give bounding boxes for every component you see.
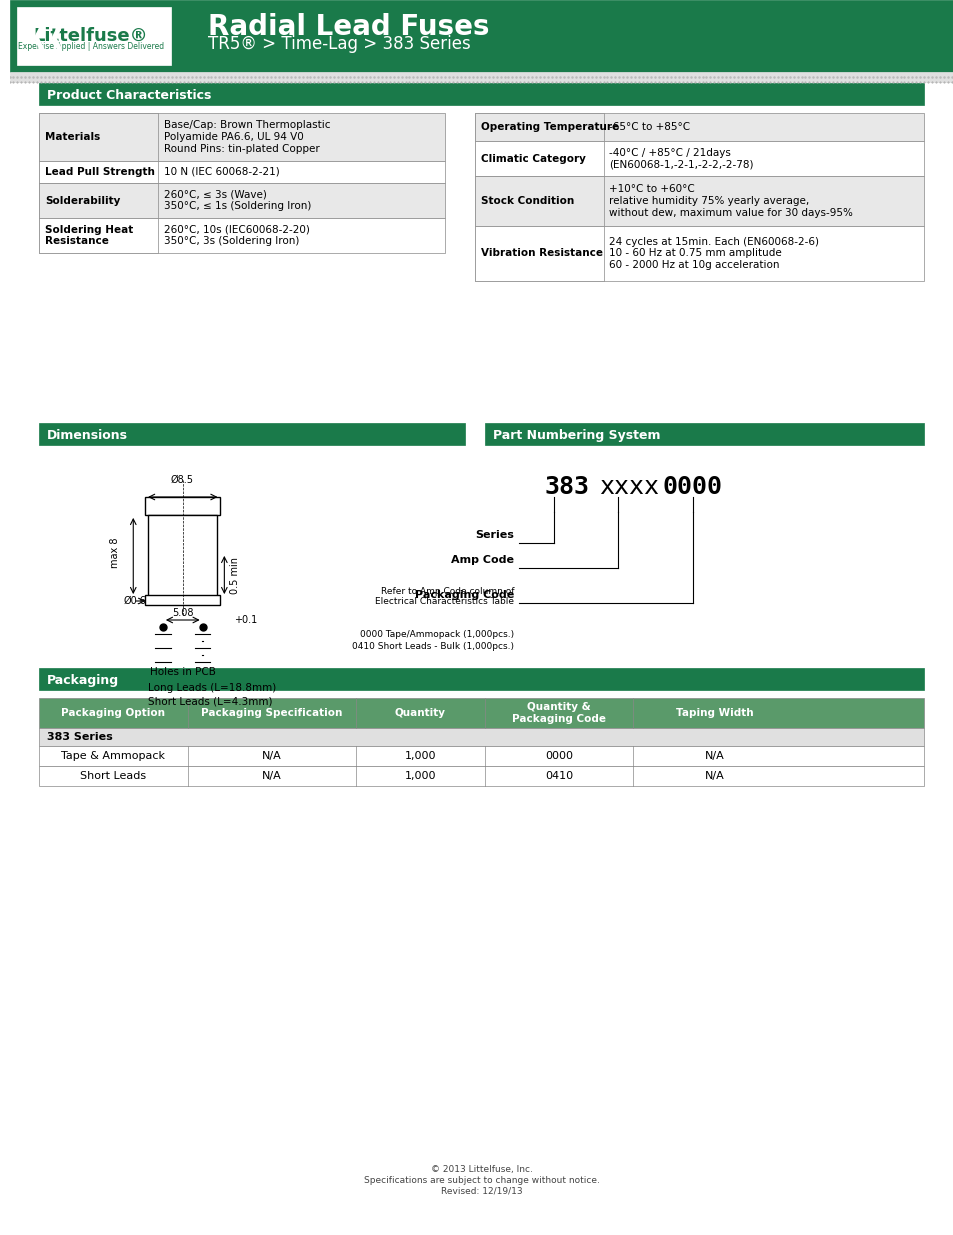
Text: -65°C to +85°C: -65°C to +85°C: [609, 122, 690, 132]
Text: Vibration Resistance: Vibration Resistance: [480, 248, 602, 258]
Text: Base/Cap: Brown Thermoplastic
Polyamide PA6.6, UL 94 V0
Round Pins: tin-plated C: Base/Cap: Brown Thermoplastic Polyamide …: [164, 120, 330, 153]
Text: Short Leads (L=4.3mm): Short Leads (L=4.3mm): [148, 697, 273, 706]
Text: Radial Lead Fuses: Radial Lead Fuses: [208, 14, 489, 41]
Text: 1,000: 1,000: [404, 771, 436, 781]
Text: +0.1: +0.1: [234, 615, 257, 625]
Text: Solderability: Solderability: [45, 195, 120, 205]
Text: 0000: 0000: [662, 475, 722, 499]
Text: 1,000: 1,000: [404, 751, 436, 761]
Text: TR5® > Time-Lag > 383 Series: TR5® > Time-Lag > 383 Series: [208, 35, 470, 53]
Text: Ø8.5: Ø8.5: [171, 475, 193, 485]
Text: Dimensions: Dimensions: [47, 429, 128, 442]
Text: 10 N (IEC 60068-2-21): 10 N (IEC 60068-2-21): [164, 167, 279, 177]
Bar: [39, 424, 464, 445]
Text: 0410: 0410: [544, 771, 573, 781]
Bar: [39, 766, 923, 785]
Bar: [10, 72, 953, 82]
Text: 0000: 0000: [544, 751, 573, 761]
Text: Amp Code: Amp Code: [451, 555, 514, 564]
Text: 260°C, 10s (IEC60068-2-20)
350°C, 3s (Soldering Iron): 260°C, 10s (IEC60068-2-20) 350°C, 3s (So…: [164, 225, 310, 246]
Bar: [484, 424, 923, 445]
Text: max 8: max 8: [111, 537, 120, 568]
Text: N/A: N/A: [704, 751, 723, 761]
Text: 5.08: 5.08: [172, 608, 193, 618]
Bar: [39, 219, 158, 253]
Text: Electrical Characteristics Table: Electrical Characteristics Table: [375, 597, 514, 606]
Bar: [148, 515, 217, 597]
Bar: [39, 183, 158, 219]
Text: ❰❰: ❰❰: [30, 27, 67, 49]
Text: Climatic Category: Climatic Category: [480, 153, 585, 163]
Text: xxxx: xxxx: [598, 475, 658, 499]
Bar: [39, 112, 445, 161]
Text: Refer to Amp Code column of: Refer to Amp Code column of: [380, 587, 514, 597]
Bar: [475, 112, 603, 141]
Text: Packaging Specification: Packaging Specification: [201, 708, 342, 718]
Bar: [17, 7, 171, 65]
Bar: [39, 727, 923, 746]
Text: Stock Condition: Stock Condition: [480, 196, 574, 206]
Text: Tape & Ammopack: Tape & Ammopack: [61, 751, 165, 761]
Text: 383: 383: [543, 475, 589, 499]
Text: 24 cycles at 15min. Each (EN60068-2-6)
10 - 60 Hz at 0.75 mm amplitude
60 - 2000: 24 cycles at 15min. Each (EN60068-2-6) 1…: [609, 237, 819, 270]
Text: Packaging Option: Packaging Option: [61, 708, 165, 718]
Text: Expertise Applied | Answers Delivered: Expertise Applied | Answers Delivered: [17, 42, 164, 51]
Text: N/A: N/A: [262, 751, 281, 761]
Bar: [39, 112, 158, 161]
Text: 383 Series: 383 Series: [47, 732, 112, 742]
Bar: [475, 177, 923, 226]
Text: Littelfuse®: Littelfuse®: [33, 27, 148, 44]
Text: Product Characteristics: Product Characteristics: [47, 89, 212, 103]
Text: Quantity: Quantity: [395, 708, 445, 718]
Text: 0410 Short Leads - Bulk (1,000pcs.): 0410 Short Leads - Bulk (1,000pcs.): [352, 642, 514, 651]
Bar: [475, 177, 603, 226]
Bar: [145, 595, 220, 605]
Text: Soldering Heat
Resistance: Soldering Heat Resistance: [45, 225, 133, 246]
Bar: [475, 141, 923, 177]
Text: N/A: N/A: [262, 771, 281, 781]
Text: 260°C, ≤ 3s (Wave)
350°C, ≤ 1s (Soldering Iron): 260°C, ≤ 3s (Wave) 350°C, ≤ 1s (Solderin…: [164, 190, 311, 211]
Text: Operating Temperature: Operating Temperature: [480, 122, 618, 132]
Bar: [39, 183, 445, 219]
Bar: [10, 0, 953, 72]
Bar: [475, 226, 603, 282]
Text: Taping Width: Taping Width: [675, 708, 753, 718]
Text: Quantity &
Packaging Code: Quantity & Packaging Code: [512, 703, 605, 724]
Text: 0000 Tape/Ammopack (1,000pcs.): 0000 Tape/Ammopack (1,000pcs.): [360, 630, 514, 638]
Bar: [39, 161, 158, 183]
Text: Ø0.6: Ø0.6: [123, 597, 146, 606]
Text: Materials: Materials: [45, 132, 100, 142]
Bar: [39, 698, 923, 727]
Text: Packaging Code: Packaging Code: [415, 590, 514, 600]
Text: Series: Series: [475, 530, 514, 540]
Text: N/A: N/A: [704, 771, 723, 781]
Bar: [475, 112, 923, 141]
Bar: [475, 141, 603, 177]
Text: Part Numbering System: Part Numbering System: [492, 429, 659, 442]
Bar: [39, 668, 923, 690]
Text: Short Leads: Short Leads: [80, 771, 147, 781]
Bar: [39, 746, 923, 766]
Text: 0.5 min: 0.5 min: [230, 557, 240, 594]
Text: +10°C to +60°C
relative humidity 75% yearly average,
without dew, maximum value : +10°C to +60°C relative humidity 75% yea…: [609, 184, 852, 217]
Bar: [39, 219, 445, 253]
Text: Lead Pull Strength: Lead Pull Strength: [45, 167, 155, 177]
Text: Packaging: Packaging: [47, 674, 119, 687]
Text: © 2013 Littelfuse, Inc.
Specifications are subject to change without notice.
Rev: © 2013 Littelfuse, Inc. Specifications a…: [363, 1165, 599, 1195]
Text: -40°C / +85°C / 21days
(EN60068-1,-2-1,-2-2,-2-78): -40°C / +85°C / 21days (EN60068-1,-2-1,-…: [609, 148, 753, 169]
Bar: [39, 161, 445, 183]
Bar: [39, 83, 923, 105]
Bar: [475, 226, 923, 282]
Bar: [145, 496, 220, 515]
Text: Long Leads (L=18.8mm): Long Leads (L=18.8mm): [148, 683, 276, 693]
Text: Holes in PCB: Holes in PCB: [150, 667, 215, 677]
